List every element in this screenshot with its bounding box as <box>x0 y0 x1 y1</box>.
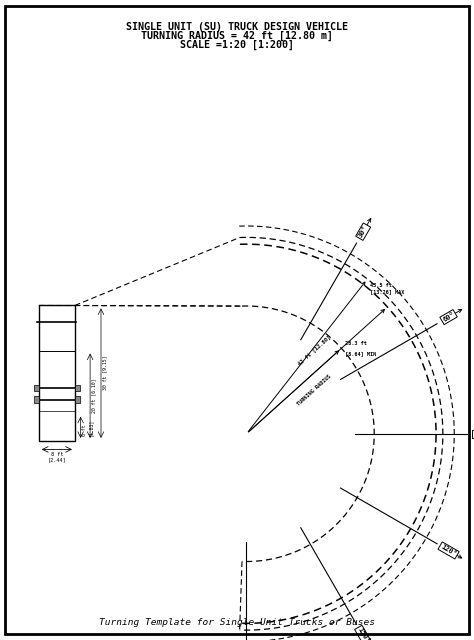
Text: 20 ft [6.10]: 20 ft [6.10] <box>91 378 97 413</box>
Text: 28.3 ft: 28.3 ft <box>345 341 367 346</box>
Text: 60°: 60° <box>442 311 456 323</box>
Text: 8 ft
[2.44]: 8 ft [2.44] <box>47 452 66 463</box>
Text: 30°: 30° <box>357 225 369 239</box>
Text: [13.26] MAX: [13.26] MAX <box>370 289 404 294</box>
Bar <box>34 397 39 403</box>
Bar <box>75 397 80 403</box>
Bar <box>39 305 75 441</box>
Text: TURNING RADIUS = 42 ft [12.80 m]: TURNING RADIUS = 42 ft [12.80 m] <box>141 31 333 41</box>
Text: 150°: 150° <box>356 627 370 640</box>
Bar <box>75 385 80 391</box>
Bar <box>34 385 39 391</box>
Text: 30 ft [9.15]: 30 ft [9.15] <box>102 356 108 390</box>
Text: SCALE =1:20 [1:200]: SCALE =1:20 [1:200] <box>180 40 294 50</box>
Text: 43.5 ft: 43.5 ft <box>370 283 392 288</box>
Text: Turning Template for Single Unit Trucks or Buses: Turning Template for Single Unit Trucks … <box>99 618 375 627</box>
Text: TURNING RADIUS: TURNING RADIUS <box>297 374 332 407</box>
Text: [8.64] MIN: [8.64] MIN <box>345 351 376 356</box>
Text: 42 ft [12.80]: 42 ft [12.80] <box>297 335 332 367</box>
Text: 120°: 120° <box>440 543 457 557</box>
Text: SINGLE UNIT (SU) TRUCK DESIGN VEHICLE: SINGLE UNIT (SU) TRUCK DESIGN VEHICLE <box>126 22 348 32</box>
Text: 6 ft
[1.83]: 6 ft [1.83] <box>82 419 93 436</box>
